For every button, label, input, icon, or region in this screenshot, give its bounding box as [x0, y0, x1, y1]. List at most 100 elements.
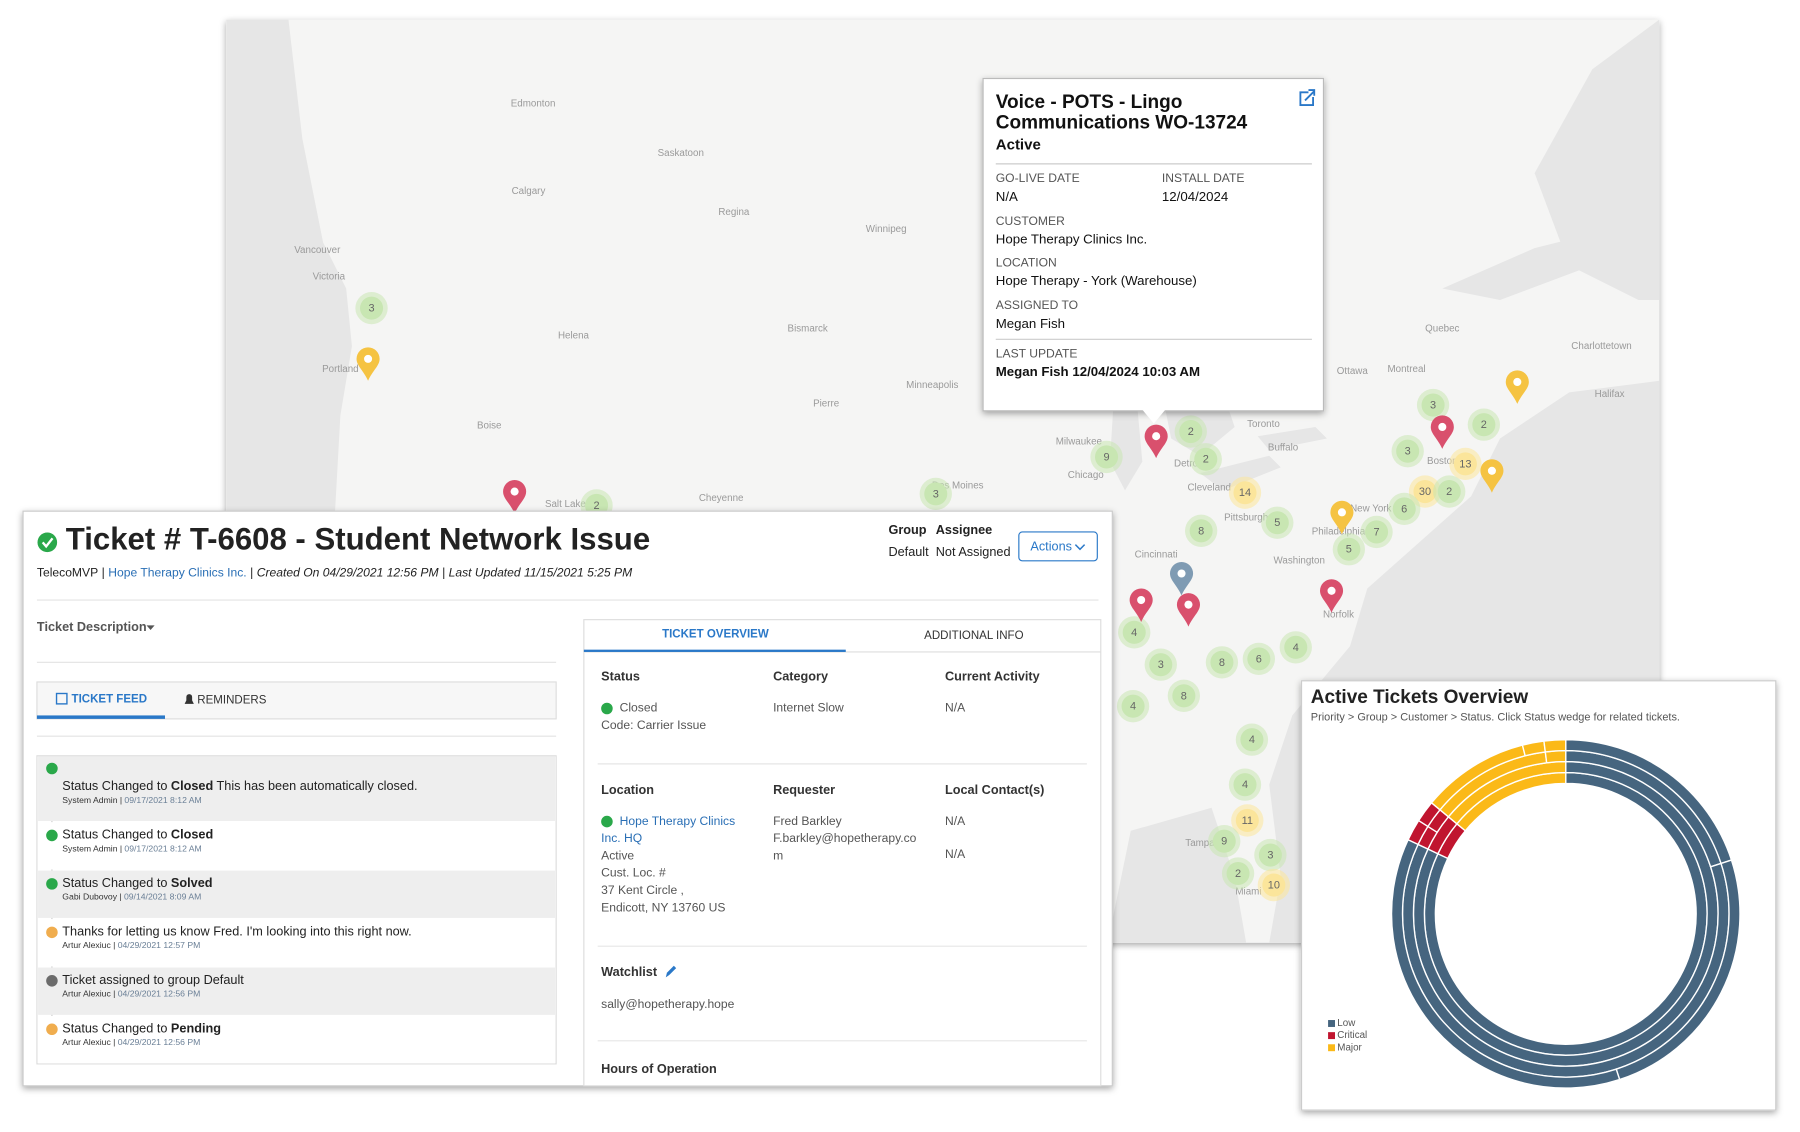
- map-pin[interactable]: [1430, 415, 1454, 449]
- map-pin[interactable]: [356, 347, 380, 381]
- map-cluster[interactable]: 9: [1208, 825, 1241, 858]
- pin-hole: [1152, 432, 1161, 441]
- feed-row: [38, 1016, 556, 1064]
- place-label: Helena: [558, 330, 590, 341]
- cluster-dot: [1121, 694, 1145, 718]
- assignee-label: Assignee: [936, 523, 992, 537]
- ocean: [226, 19, 352, 520]
- cluster-count: 14: [1239, 487, 1251, 499]
- field-value: Hope Therapy - York (Warehouse): [996, 273, 1197, 288]
- cluster-dot: [1235, 808, 1259, 832]
- cluster-dot: [1437, 480, 1461, 504]
- pin-hole: [1487, 466, 1496, 475]
- cluster-count: 4: [1130, 701, 1136, 713]
- map-cluster[interactable]: 8: [1167, 679, 1200, 712]
- section-label: Status: [601, 670, 640, 684]
- check: [41, 537, 54, 549]
- map-cluster[interactable]: 4: [1118, 616, 1151, 649]
- cluster-count: 6: [1401, 503, 1407, 515]
- map-pin[interactable]: [503, 480, 527, 514]
- map-cluster[interactable]: 9: [1090, 440, 1123, 474]
- feed-text-part: Status Changed to: [62, 1022, 171, 1036]
- place-label: New York: [1350, 503, 1391, 514]
- map-cluster[interactable]: 5: [1261, 506, 1294, 539]
- cluster-count: 8: [1219, 657, 1225, 669]
- map-cluster[interactable]: 2: [1174, 415, 1207, 448]
- edit-icon: [55, 692, 68, 705]
- place-label: Minneapolis: [906, 380, 958, 391]
- map-cluster[interactable]: 8: [1185, 514, 1218, 547]
- map-pin[interactable]: [1320, 579, 1344, 613]
- map-pin[interactable]: [1129, 588, 1153, 622]
- map-cluster[interactable]: 4: [1279, 631, 1312, 664]
- map-pin[interactable]: [1170, 561, 1194, 596]
- map-cluster[interactable]: 2: [1189, 443, 1222, 476]
- bell-icon: [184, 694, 194, 704]
- place-label: Montreal: [1387, 364, 1425, 375]
- map-cluster[interactable]: 3: [1416, 388, 1450, 422]
- cluster-count: 30: [1419, 486, 1431, 498]
- status-dot: [601, 815, 613, 828]
- map-cluster[interactable]: 2: [1221, 857, 1255, 890]
- map-cluster[interactable]: 4: [1116, 690, 1150, 723]
- field-label: ASSIGNED TO: [996, 298, 1078, 312]
- feed-text-bold: Closed: [171, 779, 213, 793]
- section-value: Cust. Loc. #: [601, 866, 666, 880]
- cluster-dot: [1337, 537, 1361, 561]
- actions-button[interactable]: Actions: [1018, 531, 1098, 562]
- cluster-count: 6: [1256, 653, 1262, 665]
- cluster-count: 3: [1430, 400, 1436, 412]
- cluster-count: 3: [1158, 659, 1164, 671]
- map-cluster[interactable]: 3: [355, 291, 388, 325]
- map-cluster[interactable]: 3: [1254, 838, 1287, 872]
- section-value: Fred Barkley: [773, 814, 843, 828]
- map-cluster[interactable]: 3: [919, 477, 952, 511]
- map-cluster[interactable]: 3: [1391, 435, 1424, 468]
- subtitle-part[interactable]: Hope Therapy Clinics Inc.: [108, 566, 246, 580]
- overview-box: [583, 619, 1102, 1087]
- pin-shape: [1430, 415, 1454, 449]
- map-cluster[interactable]: 11: [1231, 804, 1264, 837]
- place-label: Toronto: [1247, 419, 1280, 430]
- map-cluster[interactable]: 6: [1388, 492, 1421, 526]
- tab: REMINDERS: [197, 694, 266, 706]
- cluster-dot: [1247, 647, 1271, 671]
- pin-shape: [1505, 370, 1529, 404]
- map-cluster[interactable]: 4: [1235, 723, 1269, 756]
- pin-hole: [1177, 569, 1186, 578]
- cluster-count: 8: [1198, 525, 1204, 537]
- wedge[interactable]: [1543, 738, 1567, 753]
- place-label: Miami: [1235, 887, 1261, 898]
- section-value: Active: [601, 848, 634, 862]
- map-cluster[interactable]: 2: [1467, 408, 1500, 441]
- cluster-count: 7: [1373, 526, 1379, 538]
- group-label: Group: [888, 523, 926, 537]
- map-cluster[interactable]: 5: [1332, 533, 1365, 566]
- external-link-icon[interactable]: [1299, 89, 1316, 106]
- pencil-icon[interactable]: [665, 965, 677, 978]
- map-cluster[interactable]: 8: [1205, 646, 1239, 679]
- map-cluster[interactable]: 2: [1433, 475, 1466, 508]
- place-label: Pittsburgh: [1224, 513, 1268, 524]
- cluster-dot: [1265, 511, 1289, 535]
- map-cluster[interactable]: 6: [1242, 642, 1275, 676]
- map-cluster[interactable]: 7: [1360, 515, 1393, 549]
- group-value: Default: [888, 545, 929, 559]
- pin-hole: [1438, 422, 1447, 431]
- pin-shape: [1480, 459, 1504, 493]
- map-cluster[interactable]: 14: [1228, 476, 1262, 509]
- map-pin[interactable]: [1176, 593, 1200, 627]
- map-cluster[interactable]: 4: [1228, 768, 1262, 801]
- section-value: N/A: [945, 701, 966, 715]
- map-cluster[interactable]: 3: [1144, 648, 1177, 681]
- map-cluster[interactable]: 13: [1449, 447, 1482, 481]
- field-label: LAST UPDATE: [996, 346, 1078, 360]
- map-pin[interactable]: [1480, 459, 1504, 493]
- map-pin[interactable]: [1330, 500, 1354, 535]
- map-pin[interactable]: [1505, 370, 1529, 404]
- map-cluster[interactable]: 10: [1257, 868, 1290, 902]
- feed-text-part: This has been automatically closed.: [213, 779, 417, 793]
- map-pin[interactable]: [1144, 424, 1168, 459]
- cluster-dot: [1258, 843, 1282, 867]
- feed-row: [38, 756, 556, 821]
